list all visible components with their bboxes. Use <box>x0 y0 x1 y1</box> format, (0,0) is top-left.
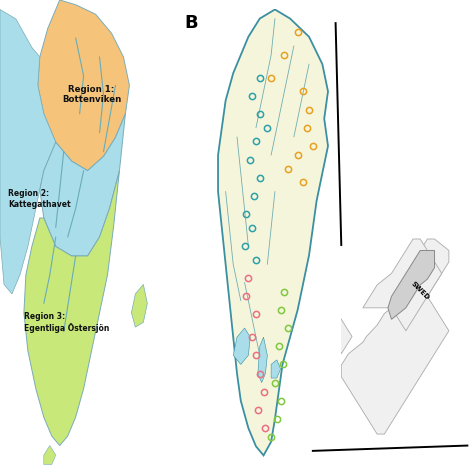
Text: Region 3:
Egentliga Östersjön: Region 3: Egentliga Östersjön <box>24 312 109 333</box>
Polygon shape <box>24 171 119 446</box>
Polygon shape <box>233 328 250 365</box>
Polygon shape <box>131 284 147 327</box>
Text: Region 2:
Kattegathavet: Region 2: Kattegathavet <box>8 190 71 209</box>
Text: Region 1:
Bottenviken: Region 1: Bottenviken <box>62 85 121 104</box>
Polygon shape <box>40 114 126 256</box>
Polygon shape <box>258 337 267 383</box>
Polygon shape <box>0 9 56 294</box>
Polygon shape <box>44 446 56 465</box>
Polygon shape <box>334 314 352 354</box>
Polygon shape <box>388 250 435 319</box>
Text: B: B <box>184 14 198 32</box>
Polygon shape <box>38 0 129 171</box>
Text: SWED: SWED <box>410 280 430 301</box>
Polygon shape <box>341 239 449 434</box>
Polygon shape <box>363 239 442 331</box>
Polygon shape <box>218 9 328 456</box>
Polygon shape <box>271 360 281 378</box>
